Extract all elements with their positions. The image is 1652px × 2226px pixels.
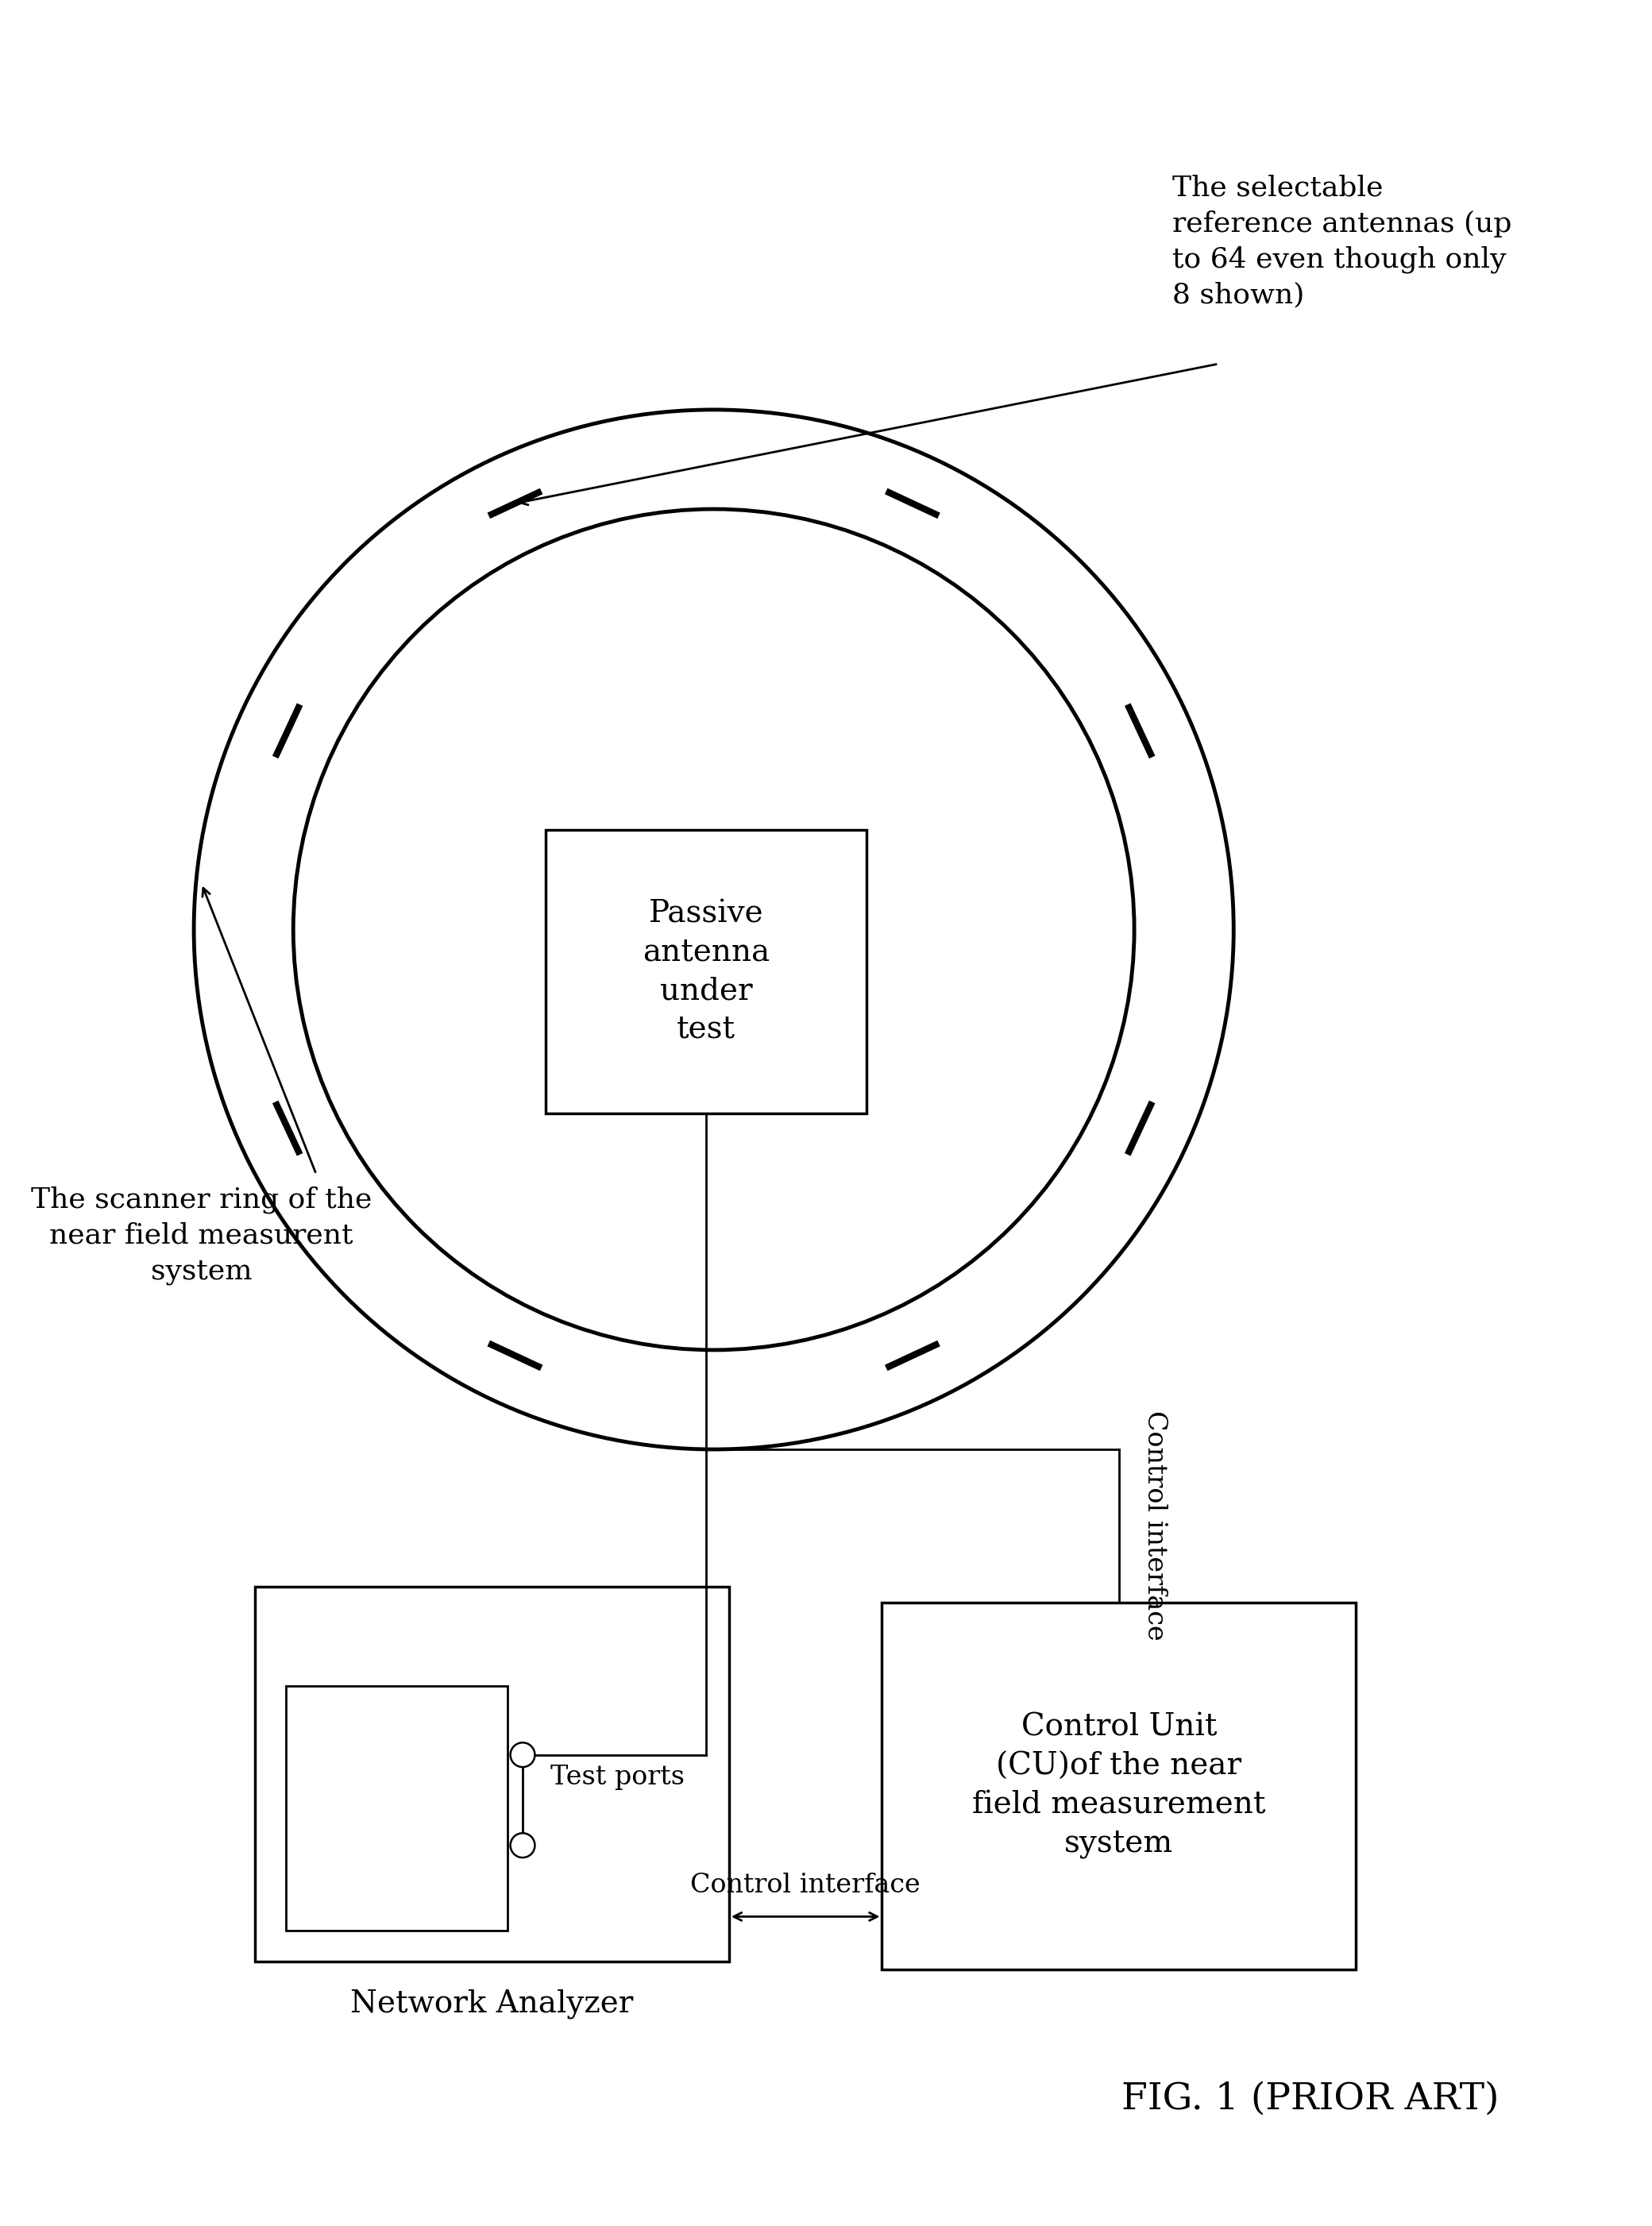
Text: The selectable
reference antennas (up
to 64 even though only
8 shown): The selectable reference antennas (up to… <box>1173 174 1512 309</box>
Text: Control Unit
(CU)of the near
field measurement
system: Control Unit (CU)of the near field measu… <box>973 1714 1265 1859</box>
Circle shape <box>510 1834 535 1856</box>
Circle shape <box>510 1743 535 1767</box>
Text: Passive
antenna
under
test: Passive antenna under test <box>643 899 770 1044</box>
Text: Control interface: Control interface <box>1142 1411 1168 1641</box>
Text: Control interface: Control interface <box>691 1872 920 1899</box>
Bar <box>545 830 867 1113</box>
Text: Network Analyzer: Network Analyzer <box>350 1990 634 2019</box>
Text: FIG. 1 (PRIOR ART): FIG. 1 (PRIOR ART) <box>1122 2081 1498 2117</box>
Text: The scanner ring of the
near field measurent
system: The scanner ring of the near field measu… <box>31 1186 372 1284</box>
Bar <box>286 1687 507 1930</box>
Bar <box>882 1603 1356 1970</box>
Bar <box>254 1587 729 1961</box>
Text: Test ports: Test ports <box>550 1765 684 1790</box>
